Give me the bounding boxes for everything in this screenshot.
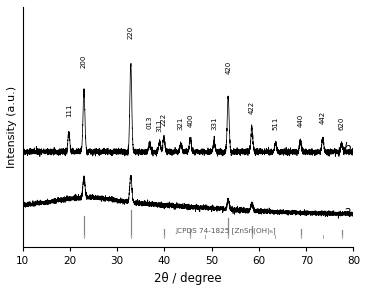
Text: 013: 013 — [147, 115, 153, 129]
Text: JCPDS 74-1825 [ZnSn(OH)₆]: JCPDS 74-1825 [ZnSn(OH)₆] — [175, 227, 276, 234]
Text: b: b — [344, 142, 351, 155]
Text: 511: 511 — [272, 117, 279, 130]
Text: 222: 222 — [161, 113, 167, 126]
Text: 400: 400 — [188, 114, 193, 127]
Text: 321: 321 — [178, 117, 184, 130]
Text: 200: 200 — [81, 54, 87, 68]
Text: 420: 420 — [225, 60, 231, 74]
Text: 620: 620 — [339, 117, 345, 130]
Text: 331: 331 — [211, 117, 217, 130]
Text: 111: 111 — [66, 104, 72, 117]
Text: 311: 311 — [157, 118, 163, 132]
Text: 422: 422 — [249, 101, 255, 114]
Y-axis label: Intensity (a.u.): Intensity (a.u.) — [7, 86, 17, 168]
Text: 220: 220 — [128, 26, 134, 39]
Text: 440: 440 — [298, 114, 304, 127]
X-axis label: 2θ / degree: 2θ / degree — [154, 272, 222, 285]
Text: a: a — [344, 206, 351, 218]
Text: 442: 442 — [320, 111, 326, 124]
